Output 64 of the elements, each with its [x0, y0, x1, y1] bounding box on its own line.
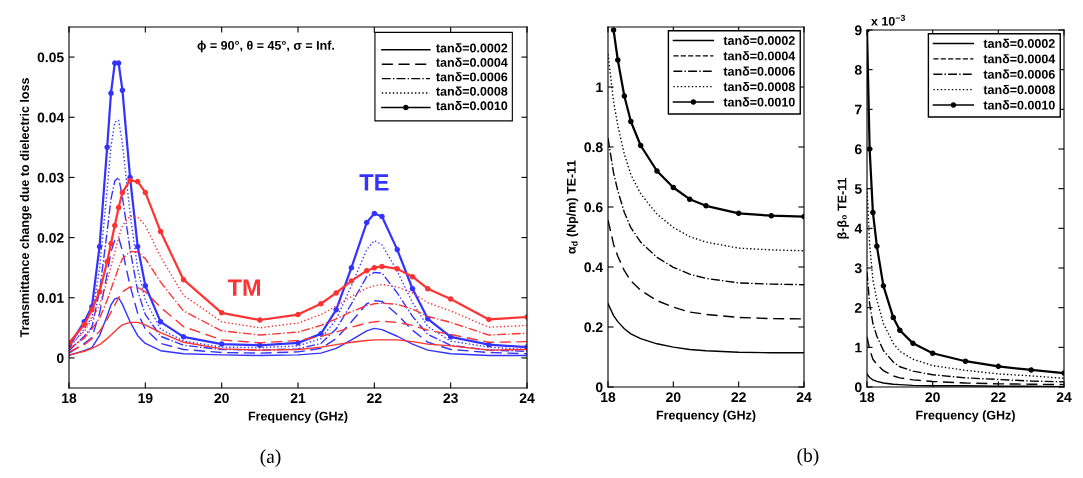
annotation: ϕ = 90°, θ = 45°, σ = Inf. [197, 40, 335, 53]
legend-label: tanδ=0.0004 [723, 51, 796, 61]
y-tick-label: 1 [596, 82, 603, 93]
y-tick-label: 5 [854, 184, 862, 194]
annotation: tanδ=0.0004 [436, 57, 508, 67]
y-tick-label: 0.4 [584, 262, 604, 273]
legend-label: tanδ=0.0004 [983, 54, 1056, 64]
x-axis-title: Frequency (GHz) [916, 410, 1015, 423]
x-tick-label: 20 [214, 393, 229, 404]
text: x 10$^{−3}$ [871, 14, 906, 26]
y-tick-label: 3 [854, 263, 862, 274]
y-tick-label: 0.03 [37, 172, 64, 183]
legend-label: tanδ=0.0002 [983, 38, 1055, 48]
legend-label: tanδ=0.0008 [723, 81, 795, 92]
y-tick-label: 4 [854, 223, 863, 234]
y-tick-label: 0 [595, 382, 603, 393]
legend-label: tanδ=0.0002 [723, 35, 795, 45]
y-tick-label: 0.2 [584, 322, 603, 333]
x-tick-label: 20 [925, 392, 940, 403]
x-tick-label: 23 [443, 393, 458, 404]
y-tick-label: 0.04 [37, 112, 65, 123]
annotation: tanδ=0.0010 [436, 101, 508, 111]
y-axis-title: α$_{d}$ (Np/m) TE-11 [566, 160, 579, 254]
annotation: tanδ=0.0006 [436, 72, 508, 82]
y-tick-label: 7 [855, 104, 862, 115]
y-tick-label: 6 [854, 144, 862, 155]
x-axis-title: Frequency (GHz) [656, 410, 756, 423]
y-tick-label: 2 [854, 303, 862, 313]
x-tick-label: 20 [666, 392, 681, 403]
text: (a) [260, 449, 281, 467]
x-axis-title: Frequency (GHz) [248, 411, 348, 424]
x-tick-label: 18 [601, 392, 616, 403]
y-axis-title: β-β₀ TE-11 [837, 177, 849, 239]
annotation: TM [227, 279, 261, 296]
legend-label: tanδ=0.0006 [983, 69, 1055, 79]
y-tick-label: 0.8 [584, 142, 603, 153]
y-tick-label: 0.01 [37, 293, 64, 303]
y-tick-label: 0.02 [37, 232, 64, 243]
x-tick-label: 22 [731, 392, 746, 402]
annotation: TE [359, 174, 389, 191]
x-tick-label: 19 [138, 393, 153, 404]
legend-label: tanδ=0.0010 [983, 100, 1055, 110]
legend-label: tanδ=0.0010 [723, 97, 795, 107]
x-tick-label: 22 [367, 393, 382, 403]
text: (b) [797, 448, 819, 466]
x-tick-label: 24 [519, 393, 535, 403]
y-tick-label: 0 [854, 382, 862, 393]
y-tick-label: 0.6 [584, 202, 603, 213]
x-tick-label: 22 [991, 392, 1006, 402]
y-tick-label: 8 [854, 65, 862, 75]
y-tick-label: 0.05 [37, 52, 64, 63]
y-tick-label: 1 [855, 342, 862, 353]
x-tick-label: 21 [290, 393, 306, 403]
x-tick-label: 18 [62, 393, 77, 404]
y-tick-label: 9 [854, 25, 862, 36]
annotation: tanδ=0.0002 [436, 43, 508, 53]
x-tick-label: 24 [1056, 392, 1072, 402]
y-axis-title: Transmittance change due to dielectric loss [19, 78, 32, 338]
legend-label: tanδ=0.0006 [723, 66, 795, 76]
legend-label: tanδ=0.0008 [983, 84, 1055, 95]
y-tick-label: 0 [56, 353, 64, 364]
x-tick-label: 18 [860, 392, 875, 403]
x-tick-label: 24 [796, 392, 812, 402]
annotation: tanδ=0.0008 [436, 86, 508, 96]
